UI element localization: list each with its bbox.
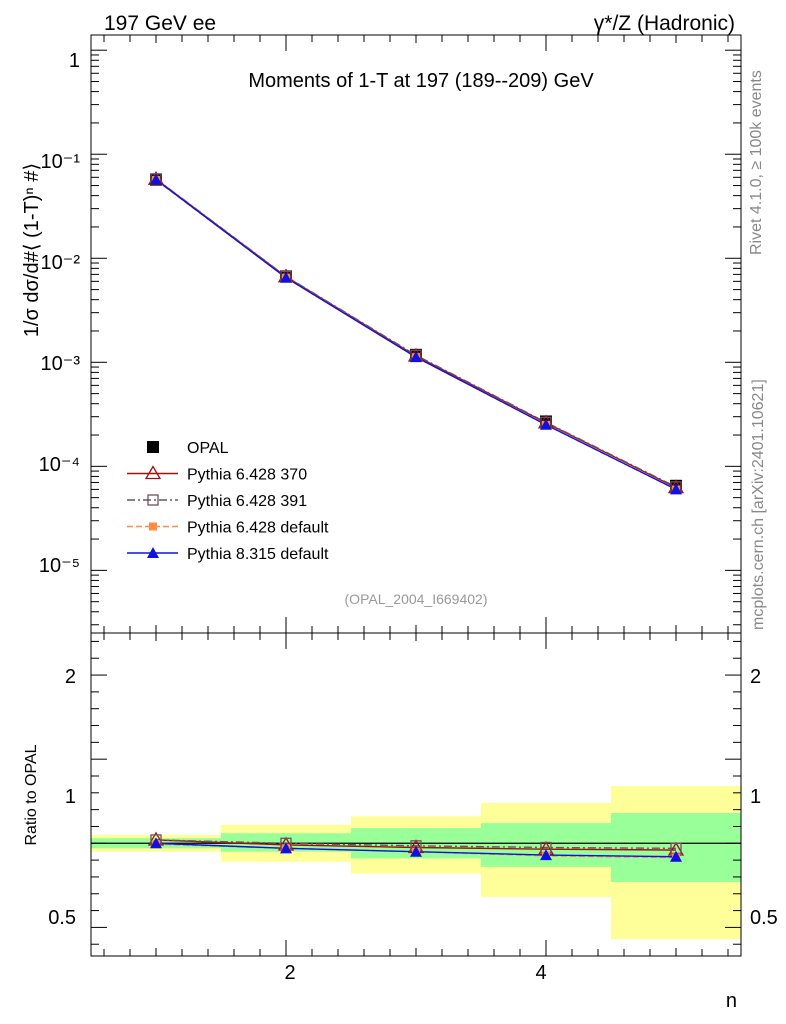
- ratio-tick-label-right-0.5: 0.5: [750, 907, 778, 929]
- y-tick-label-0: 1: [69, 50, 80, 72]
- legend-label-4: Pythia 8.315 default: [187, 546, 329, 563]
- ratio-series-4-point-0: [150, 837, 162, 849]
- series-4-point-2: [410, 351, 422, 363]
- y-tick-label-5: 10⁻⁵: [39, 555, 80, 577]
- ratio-series-4-point-4: [670, 850, 682, 862]
- ratio-series-group: [91, 831, 741, 862]
- series-line-4: [155, 179, 677, 491]
- green-band-4: [611, 813, 741, 882]
- ratio-y-axis-label: Ratio to OPAL: [23, 744, 40, 845]
- y-axis-label: 1/σ dσ/d#⟨ (1-T)ⁿ #⟩: [21, 163, 43, 337]
- ratio-tick-label-left-0.5: 0.5: [48, 907, 76, 929]
- legend-label-0: OPAL: [187, 440, 229, 457]
- ratio-tick-label-right-1: 1: [750, 786, 761, 808]
- ratio-series-4-point-3: [540, 849, 552, 861]
- header-left-label: 197 GeV ee: [104, 12, 216, 35]
- main-axis-ticks: [91, 35, 741, 633]
- main-panel-frame: [90, 34, 742, 634]
- chart-title: Moments of 1-T at 197 (189--209) GeV: [248, 70, 594, 92]
- legend-label-1: Pythia 6.428 370: [187, 467, 307, 484]
- series-4-point-4: [670, 483, 682, 495]
- legend: OPAL Pythia 6.428 370 Pythia 6.428 391 Pyth…: [127, 440, 329, 563]
- legend-label-3: Pythia 6.428 default: [187, 520, 329, 537]
- y-tick-label-2: 10⁻²: [41, 252, 81, 274]
- x-tick-label-4: 4: [535, 962, 546, 984]
- series-4-point-1: [280, 271, 292, 283]
- y-tick-label-4: 10⁻⁴: [39, 454, 80, 476]
- rivet-label: Rivet 4.1.0, ≥ 100k events: [748, 70, 765, 255]
- ratio-tick-label-right-2: 2: [750, 666, 761, 688]
- series-line-3: [155, 179, 677, 491]
- header-right-label: γ*/Z (Hadronic): [594, 12, 735, 35]
- green-band-3: [481, 823, 611, 867]
- ratio-tick-label-left-1: 1: [65, 786, 76, 808]
- ratio-tick-label-left-2: 2: [65, 666, 76, 688]
- series-4-point-0: [150, 173, 162, 185]
- ratio-series-4-point-2: [410, 845, 422, 857]
- legend-marker-1: [144, 465, 162, 480]
- ratio-series-4-point-1: [280, 842, 292, 854]
- legend-marker-0: [147, 441, 159, 453]
- main-series-group: [147, 170, 685, 495]
- legend-marker-3: [149, 522, 157, 531]
- ratio-panel: 2 1 0.5 2 1 0.5 Ratio to OPAL 2 4 n: [23, 632, 778, 1012]
- legend-marker-2: [147, 494, 159, 506]
- legend-label-2: Pythia 6.428 391: [187, 493, 307, 510]
- analysis-id: (OPAL_2004_I669402): [345, 591, 488, 607]
- x-tick-label-2: 2: [284, 962, 295, 984]
- legend-marker-4: [147, 547, 159, 558]
- y-tick-label-3: 10⁻³: [41, 353, 81, 375]
- ratio-bands: [91, 786, 741, 940]
- series-line-1: [155, 178, 677, 489]
- y-tick-label-1: 10⁻¹: [41, 151, 81, 173]
- main-panel: 1 10⁻¹ 10⁻² 10⁻³ 10⁻⁴ 10⁻⁵ 1/σ dσ/d#⟨ (1…: [21, 34, 742, 634]
- series-4-point-3: [540, 418, 552, 430]
- x-axis-label: n: [726, 990, 737, 1012]
- series-line-2: [155, 178, 677, 488]
- mcplots-label: mcplots.cern.ch [arXiv:2401.10621]: [750, 379, 767, 630]
